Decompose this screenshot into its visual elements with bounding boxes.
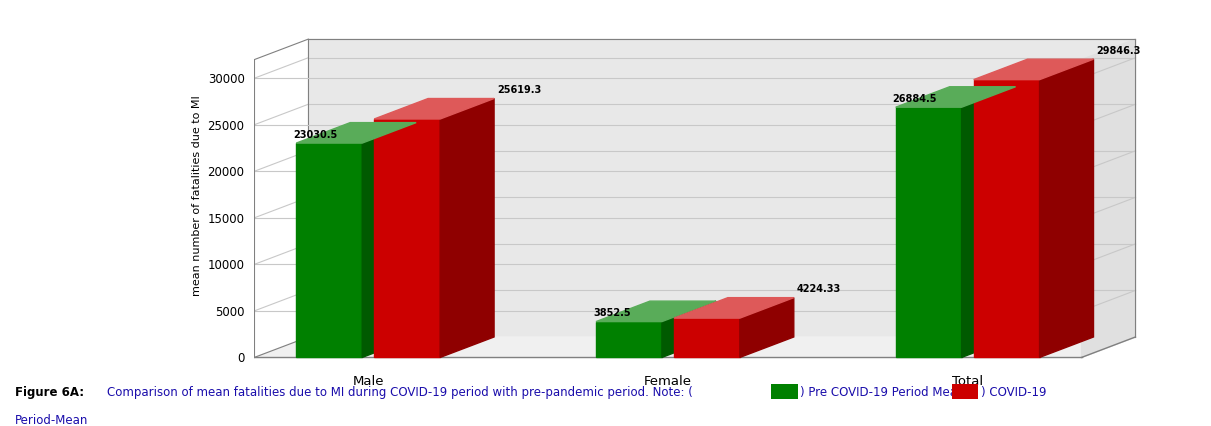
- Polygon shape: [309, 39, 1136, 337]
- Polygon shape: [1081, 39, 1136, 357]
- Polygon shape: [662, 301, 716, 357]
- Bar: [974, 80, 1039, 357]
- Text: 29846.3: 29846.3: [1096, 46, 1141, 56]
- Bar: [297, 143, 362, 357]
- Y-axis label: mean number of fatalities due to MI: mean number of fatalities due to MI: [193, 95, 202, 296]
- Bar: [896, 107, 962, 357]
- FancyBboxPatch shape: [771, 384, 798, 400]
- Bar: [596, 322, 662, 357]
- Polygon shape: [297, 123, 417, 143]
- Bar: [673, 318, 740, 357]
- Bar: [374, 119, 440, 357]
- Text: ) COVID-19: ) COVID-19: [981, 386, 1046, 399]
- Polygon shape: [974, 59, 1094, 80]
- Polygon shape: [254, 337, 1136, 357]
- FancyBboxPatch shape: [952, 384, 978, 400]
- Polygon shape: [440, 98, 494, 357]
- Polygon shape: [1039, 59, 1094, 357]
- Text: ) Pre COVID-19 Period Mean; (: ) Pre COVID-19 Period Mean; (: [800, 386, 977, 399]
- Text: 4224.33: 4224.33: [797, 285, 840, 294]
- Polygon shape: [962, 87, 1016, 357]
- Polygon shape: [596, 301, 716, 322]
- Polygon shape: [374, 98, 494, 119]
- Polygon shape: [673, 298, 793, 318]
- Polygon shape: [896, 87, 1016, 107]
- Text: 23030.5: 23030.5: [293, 130, 338, 140]
- Text: 25619.3: 25619.3: [497, 85, 541, 95]
- Text: 26884.5: 26884.5: [893, 94, 937, 104]
- Text: 3852.5: 3852.5: [593, 308, 631, 318]
- Text: Comparison of mean fatalities due to MI during COVID-19 period with pre-pandemic: Comparison of mean fatalities due to MI …: [107, 386, 693, 399]
- Polygon shape: [740, 298, 793, 357]
- Text: Period-Mean: Period-Mean: [15, 414, 88, 426]
- Text: Figure 6A:: Figure 6A:: [15, 386, 84, 399]
- Polygon shape: [362, 123, 417, 357]
